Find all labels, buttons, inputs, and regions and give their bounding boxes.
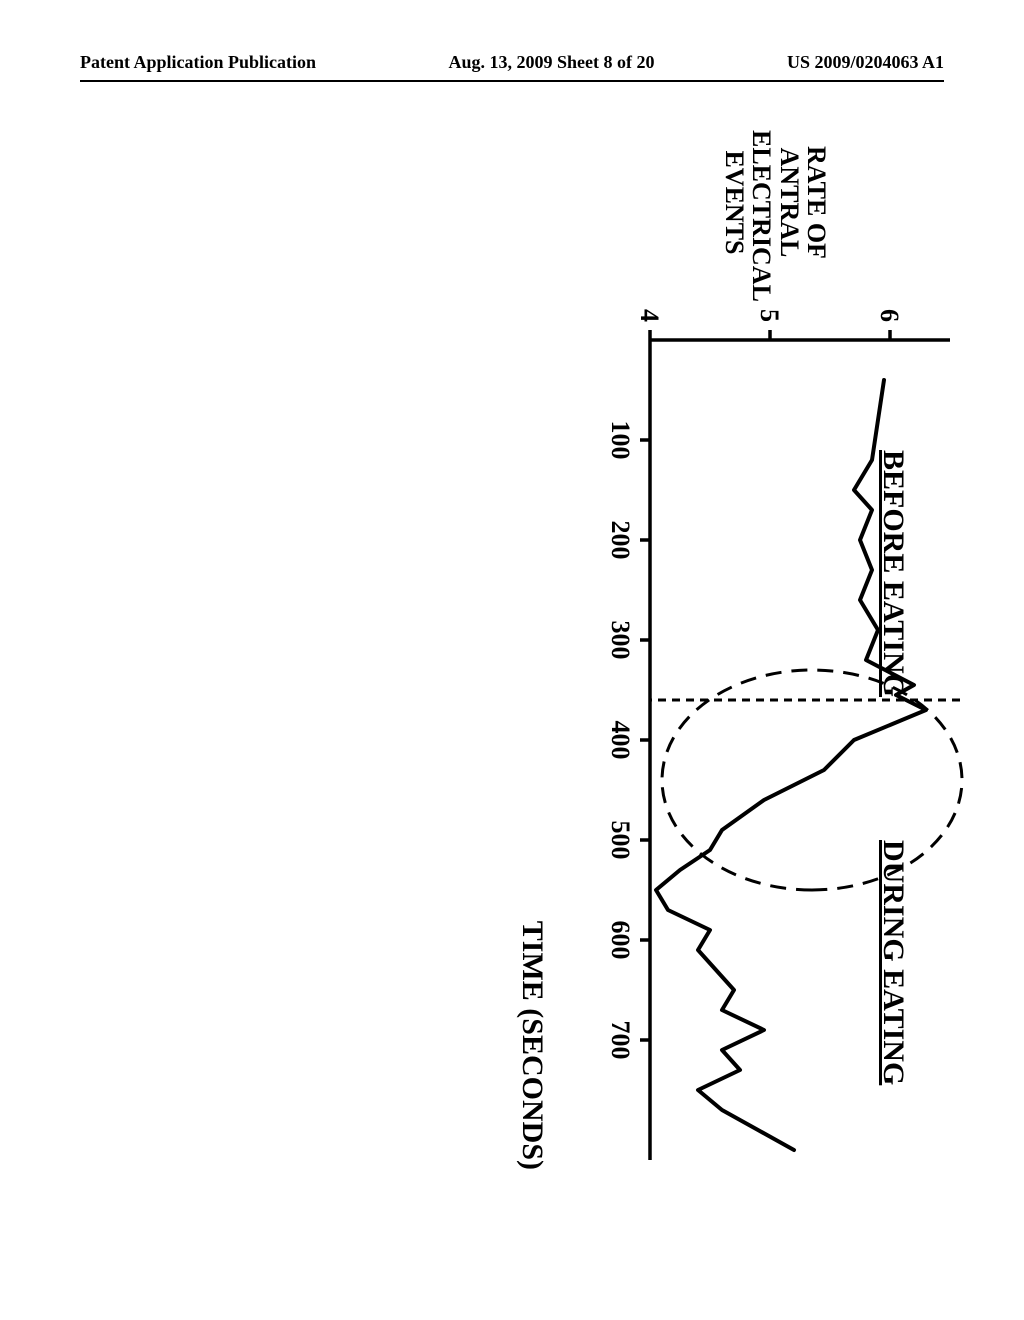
y-label-line: ANTRAL (775, 148, 804, 258)
x-axis-label: TIME (SECONDS) (515, 921, 549, 1170)
svg-text:400: 400 (606, 721, 635, 760)
header-right: US 2009/0204063 A1 (787, 52, 944, 73)
header-rule (80, 80, 944, 82)
chart-area: RATE OF ANTRAL ELECTRICAL EVENTS BEFORE … (570, 280, 970, 1180)
svg-text:300: 300 (606, 621, 635, 660)
region-label-before: BEFORE EATING (876, 450, 910, 697)
svg-text:500: 500 (606, 821, 635, 860)
y-label-line: RATE OF (802, 146, 831, 259)
y-axis-label: RATE OF ANTRAL ELECTRICAL EVENTS (721, 130, 830, 275)
svg-text:700: 700 (606, 1021, 635, 1060)
svg-text:100: 100 (606, 421, 635, 460)
header-center: Aug. 13, 2009 Sheet 8 of 20 (449, 52, 655, 73)
page-header: Patent Application Publication Aug. 13, … (0, 52, 1024, 73)
region-label-during: DURING EATING (876, 840, 910, 1085)
svg-text:600: 600 (606, 921, 635, 960)
chart-svg: 4 5 6 100 200 300 400 500 600 700 (570, 280, 970, 1180)
svg-text:4: 4 (635, 309, 664, 322)
figure: FIG. 8 RATE OF ANTRAL ELECTRICAL EVENTS … (120, 280, 1020, 980)
svg-text:200: 200 (606, 521, 635, 560)
y-label-line: EVENTS (720, 150, 749, 254)
header-left: Patent Application Publication (80, 52, 316, 73)
y-label-line: ELECTRICAL (747, 130, 776, 302)
svg-text:6: 6 (875, 309, 904, 322)
svg-text:5: 5 (755, 309, 784, 322)
page: Patent Application Publication Aug. 13, … (0, 0, 1024, 1320)
